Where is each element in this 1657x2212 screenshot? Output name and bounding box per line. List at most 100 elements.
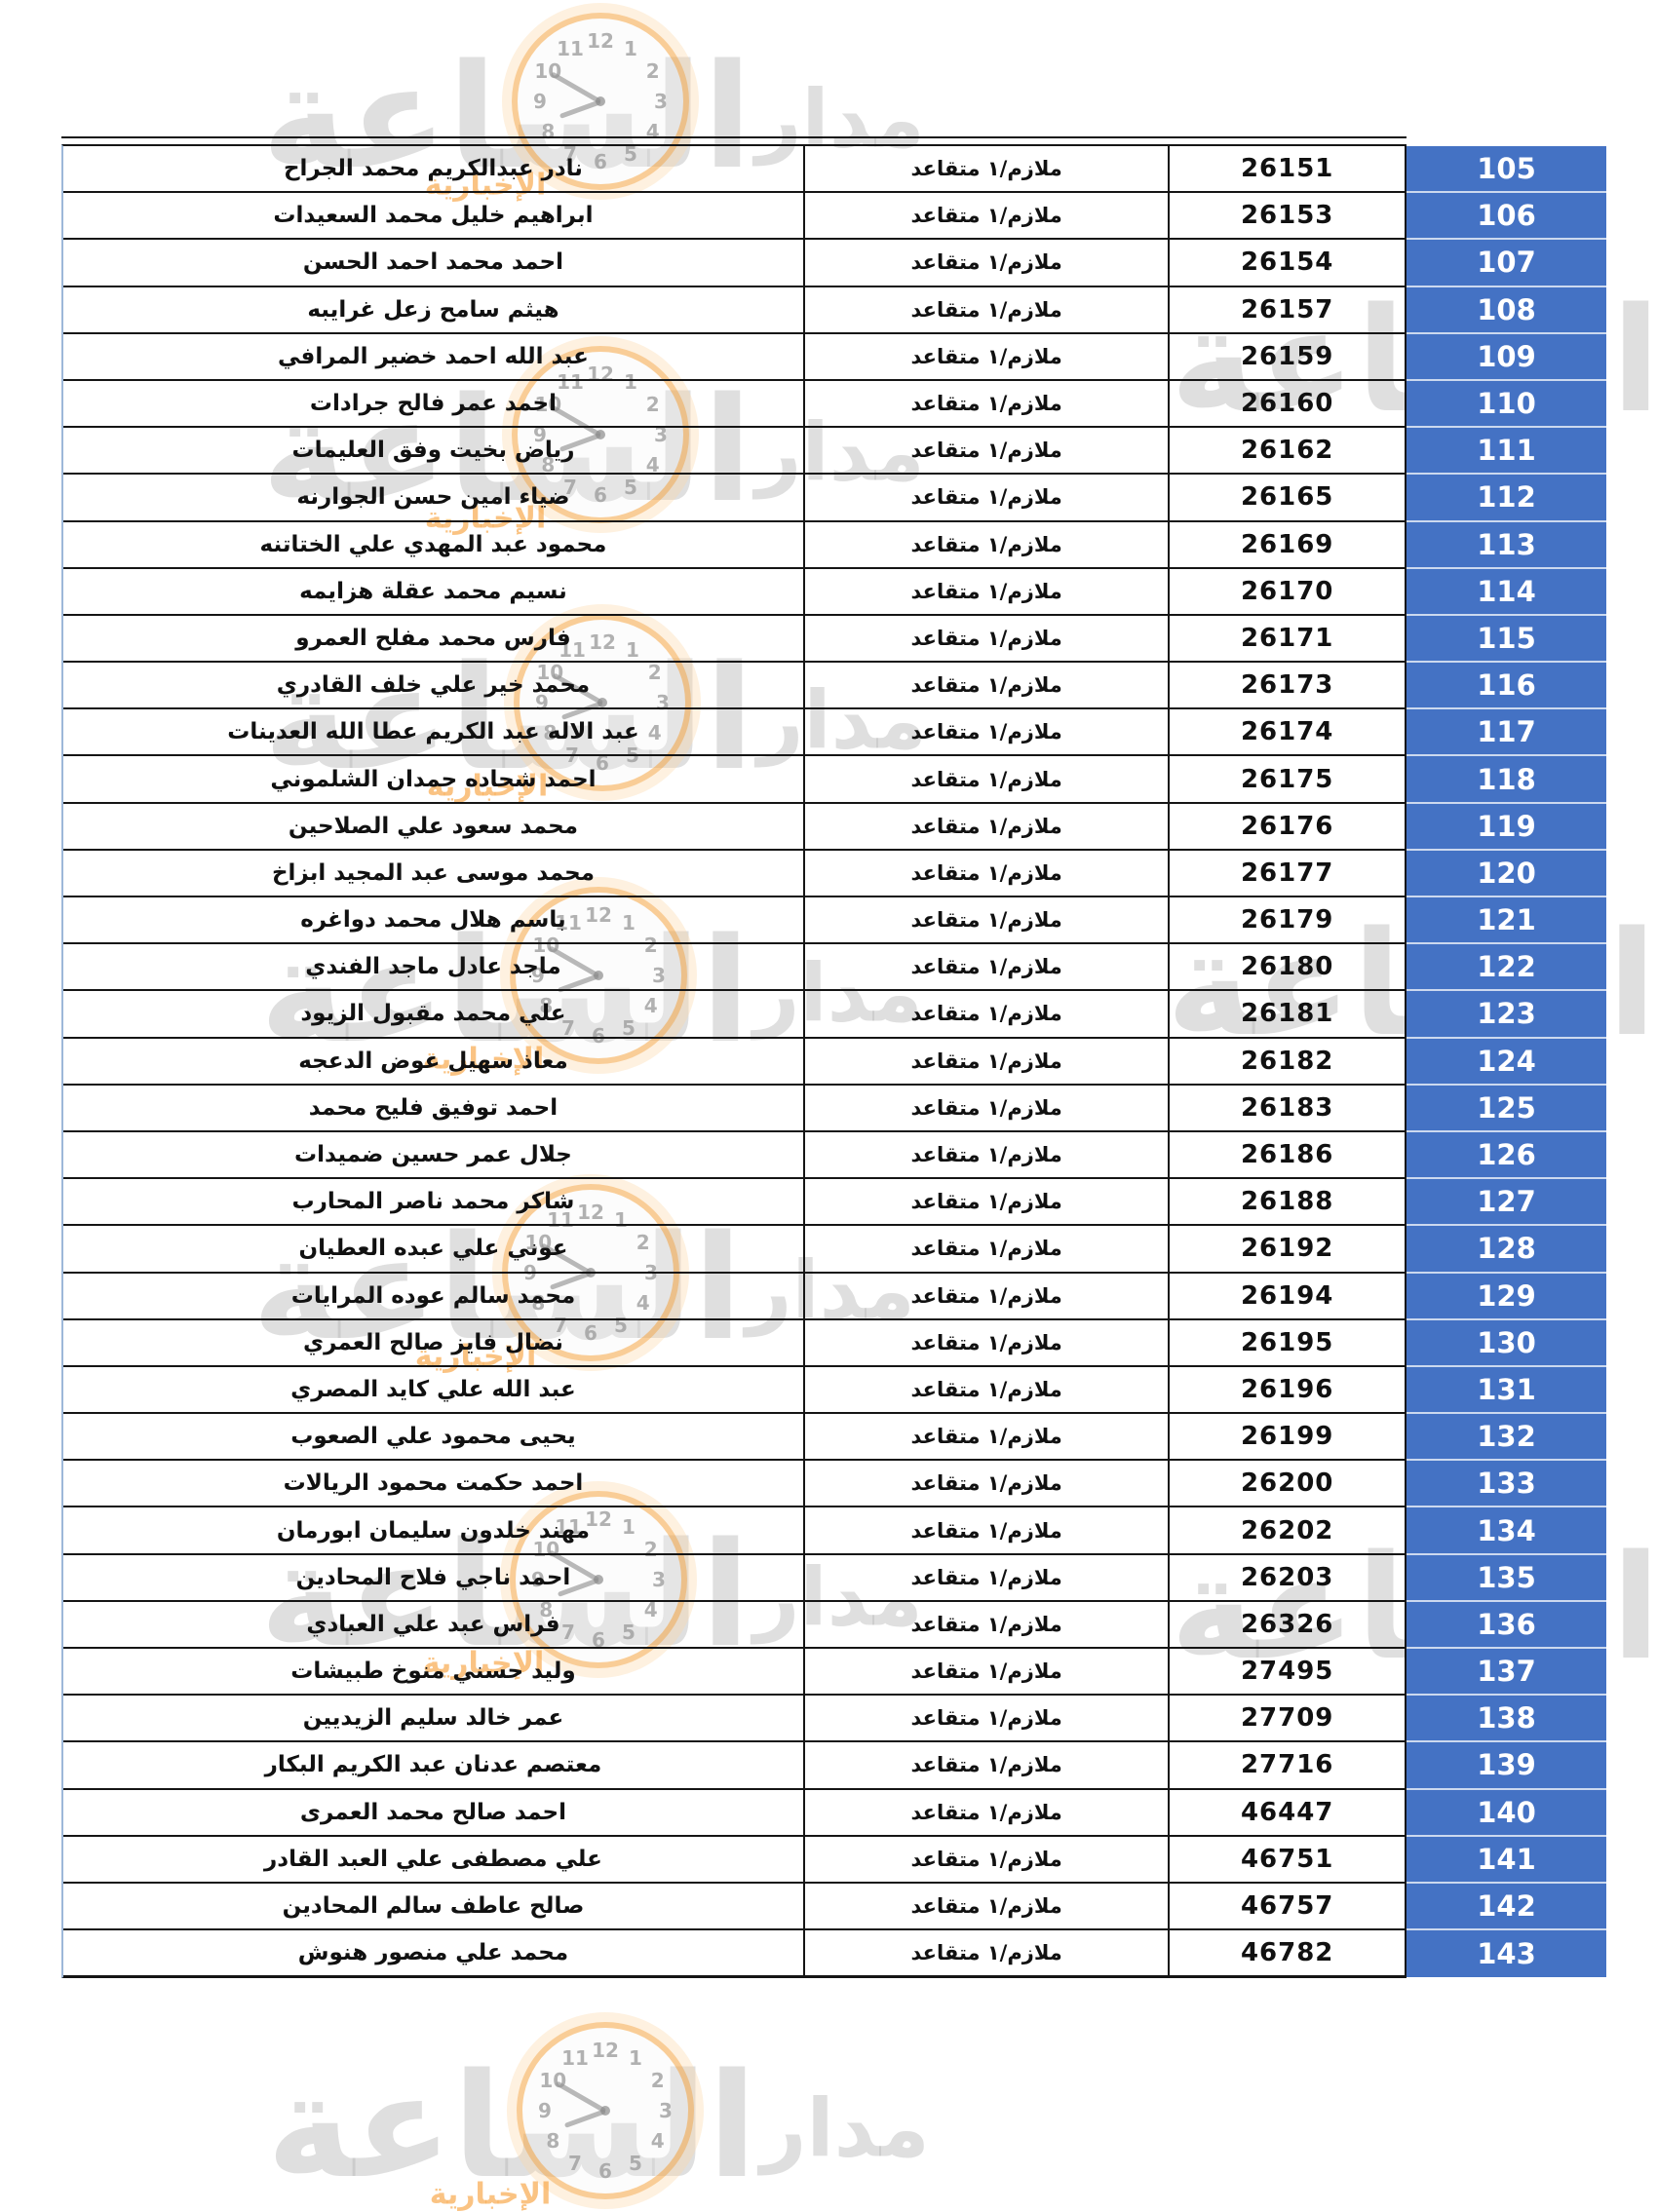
index-cell: 120 <box>1407 850 1606 897</box>
table-row: عمر خالد سليم الزيديين ملازم/١ متقاعد 2770… <box>63 1696 1407 1743</box>
rank-cell: ملازم/١ متقاعد <box>805 1601 1171 1647</box>
table-row: فراس عبد علي العبادي ملازم/١ متقاعد 26326 <box>63 1601 1407 1649</box>
index-cell: 117 <box>1407 709 1606 757</box>
index-cell: 138 <box>1407 1696 1606 1743</box>
name-cell: معتصم عدنان عبد الكريم البكار <box>63 1742 805 1788</box>
rank-cell: ملازم/١ متقاعد <box>805 193 1171 239</box>
index-cell: 115 <box>1407 615 1606 664</box>
rank-cell: ملازم/١ متقاعد <box>805 1085 1171 1130</box>
table-row: فارس محمد مفلح العمرو ملازم/١ متقاعد 26171 <box>63 615 1407 664</box>
index-cell: 118 <box>1407 756 1606 804</box>
clock-hour-label: 6 <box>598 2159 612 2183</box>
table-body: نادر عبدالكريم محمد الجراح ملازم/١ متقاعد… <box>61 144 1407 1979</box>
name-cell: احمد توفيق فليح محمد <box>63 1085 805 1130</box>
table-row: صالح عاطف سالم المحادين ملازم/١ متقاعد 467… <box>63 1883 1407 1931</box>
clock-hand-icon <box>550 71 602 104</box>
rank-cell: ملازم/١ متقاعد <box>805 1649 1171 1695</box>
serial-cell: 27495 <box>1170 1649 1407 1695</box>
rank-cell: ملازم/١ متقاعد <box>805 1554 1171 1600</box>
serial-cell: 26192 <box>1170 1226 1407 1272</box>
index-cell: 133 <box>1407 1461 1606 1508</box>
serial-cell: 46782 <box>1170 1930 1407 1976</box>
clock-hour-label: 12 <box>587 29 614 53</box>
index-cell: 128 <box>1407 1226 1606 1274</box>
name-cell: محمد سالم عوده المرايات <box>63 1273 805 1318</box>
clock-hour-label: 7 <box>568 2151 582 2175</box>
serial-cell: 46757 <box>1170 1883 1407 1929</box>
rank-cell: ملازم/١ متقاعد <box>805 1789 1171 1835</box>
clock-hour-label: 1 <box>624 37 637 61</box>
name-cell: علي مصطفى علي العبد القادر <box>63 1836 805 1882</box>
index-cell: 112 <box>1407 475 1606 522</box>
table-row: علي محمد مقبول الزيود ملازم/١ متقاعد 26181 <box>63 991 1407 1039</box>
table-row: محمد موسى عبد المجيد ابزاخ ملازم/١ متقاعد… <box>63 850 1407 897</box>
name-cell: عبد الاله عبد الكريم عطا الله العدينات <box>63 709 805 755</box>
table-row: احمد شحاده حمدان الشلموني ملازم/١ متقاعد 2… <box>63 756 1407 804</box>
serial-cell: 26181 <box>1170 991 1407 1037</box>
rank-cell: ملازم/١ متقاعد <box>805 1836 1171 1882</box>
table-top-border <box>61 136 1407 138</box>
name-cell: محمد علي منصور هنوش <box>63 1930 805 1976</box>
index-cell: 142 <box>1407 1883 1606 1931</box>
index-cell: 132 <box>1407 1414 1606 1462</box>
clock-hour-label: 9 <box>533 90 547 113</box>
index-cell: 106 <box>1407 193 1606 241</box>
index-cell: 114 <box>1407 568 1606 616</box>
index-cell: 107 <box>1407 240 1606 287</box>
serial-cell: 26176 <box>1170 803 1407 849</box>
index-cell: 130 <box>1407 1319 1606 1367</box>
clock-hour-label: 3 <box>654 90 668 113</box>
serial-cell: 26195 <box>1170 1319 1407 1365</box>
name-cell: ابراهيم خليل محمد السعيدات <box>63 193 805 239</box>
table-row: محمد خير علي خلف القادري ملازم/١ متقاعد 26… <box>63 663 1407 710</box>
rank-cell: ملازم/١ متقاعد <box>805 1366 1171 1413</box>
table-row: محمد سالم عوده المرايات ملازم/١ متقاعد 261… <box>63 1273 1407 1320</box>
clock-hour-label: 1 <box>629 2046 642 2071</box>
table-row: يحيى محمود علي الصعوب ملازم/١ متقاعد 26199 <box>63 1414 1407 1462</box>
table-row: محمود عبد المهدي علي الختاتنه ملازم/١ متق… <box>63 521 1407 569</box>
serial-cell: 26175 <box>1170 756 1407 802</box>
serial-cell: 26186 <box>1170 1131 1407 1178</box>
name-cell: احمد ناجي فلاح المحادين <box>63 1554 805 1600</box>
index-cell: 121 <box>1407 897 1606 945</box>
name-cell: صالح عاطف سالم المحادين <box>63 1883 805 1929</box>
serial-cell: 26194 <box>1170 1273 1407 1318</box>
rank-cell: ملازم/١ متقاعد <box>805 380 1171 427</box>
rank-cell: ملازم/١ متقاعد <box>805 521 1171 567</box>
clock-hour-label: 2 <box>650 2069 665 2092</box>
name-cell: باسم هلال محمد دواغره <box>63 897 805 943</box>
index-cell: 122 <box>1407 944 1606 992</box>
table-row: رياض بخيت وفق العليمات ملازم/١ متقاعد 2616… <box>63 428 1407 476</box>
rank-cell: ملازم/١ متقاعد <box>805 1414 1171 1460</box>
serial-cell: 26326 <box>1170 1601 1407 1647</box>
serial-cell: 26171 <box>1170 615 1407 662</box>
serial-cell: 26160 <box>1170 380 1407 427</box>
clock-watermark-icon: 12 1 2 3 4 5 6 7 8 9 10 11 <box>517 2022 694 2199</box>
table-row: احمد صالح محمد العمرى ملازم/١ متقاعد 46447 <box>63 1789 1407 1837</box>
name-cell: عمر خالد سليم الزيديين <box>63 1696 805 1741</box>
rank-cell: ملازم/١ متقاعد <box>805 1179 1171 1225</box>
table-row: باسم هلال محمد دواغره ملازم/١ متقاعد 26179 <box>63 897 1407 945</box>
index-cell: 136 <box>1407 1601 1606 1649</box>
serial-cell: 46447 <box>1170 1789 1407 1835</box>
table-row: محمد سعود علي الصلاحين ملازم/١ متقاعد 2617… <box>63 803 1407 851</box>
table-row: احمد ناجي فلاح المحادين ملازم/١ متقاعد 262… <box>63 1554 1407 1602</box>
table-row: شاكر محمد ناصر المحارب ملازم/١ متقاعد 2618… <box>63 1179 1407 1227</box>
name-cell: عبد الله علي كايد المصري <box>63 1366 805 1413</box>
index-cell: 116 <box>1407 663 1606 710</box>
name-cell: احمد صالح محمد العمرى <box>63 1789 805 1835</box>
name-cell: احمد عمر فالح جرادات <box>63 380 805 427</box>
table-row: احمد عمر فالح جرادات ملازم/١ متقاعد 26160 <box>63 380 1407 429</box>
name-cell: نسيم محمد عقلة هزايمه <box>63 568 805 614</box>
rank-cell: ملازم/١ متقاعد <box>805 663 1171 708</box>
serial-cell: 26196 <box>1170 1366 1407 1413</box>
name-cell: رياض بخيت وفق العليمات <box>63 428 805 474</box>
serial-cell: 26179 <box>1170 897 1407 943</box>
clock-hour-label: 11 <box>557 37 584 61</box>
clock-hour-label: 2 <box>645 59 660 83</box>
table-row: احمد محمد احمد الحسن ملازم/١ متقاعد 26154 <box>63 240 1407 287</box>
serial-cell: 26157 <box>1170 286 1407 332</box>
retirees-table: نادر عبدالكريم محمد الجراح ملازم/١ متقاعد… <box>61 136 1407 1979</box>
clock-hand-icon <box>563 2109 606 2128</box>
table-row: ابراهيم خليل محمد السعيدات ملازم/١ متقاعد… <box>63 193 1407 241</box>
